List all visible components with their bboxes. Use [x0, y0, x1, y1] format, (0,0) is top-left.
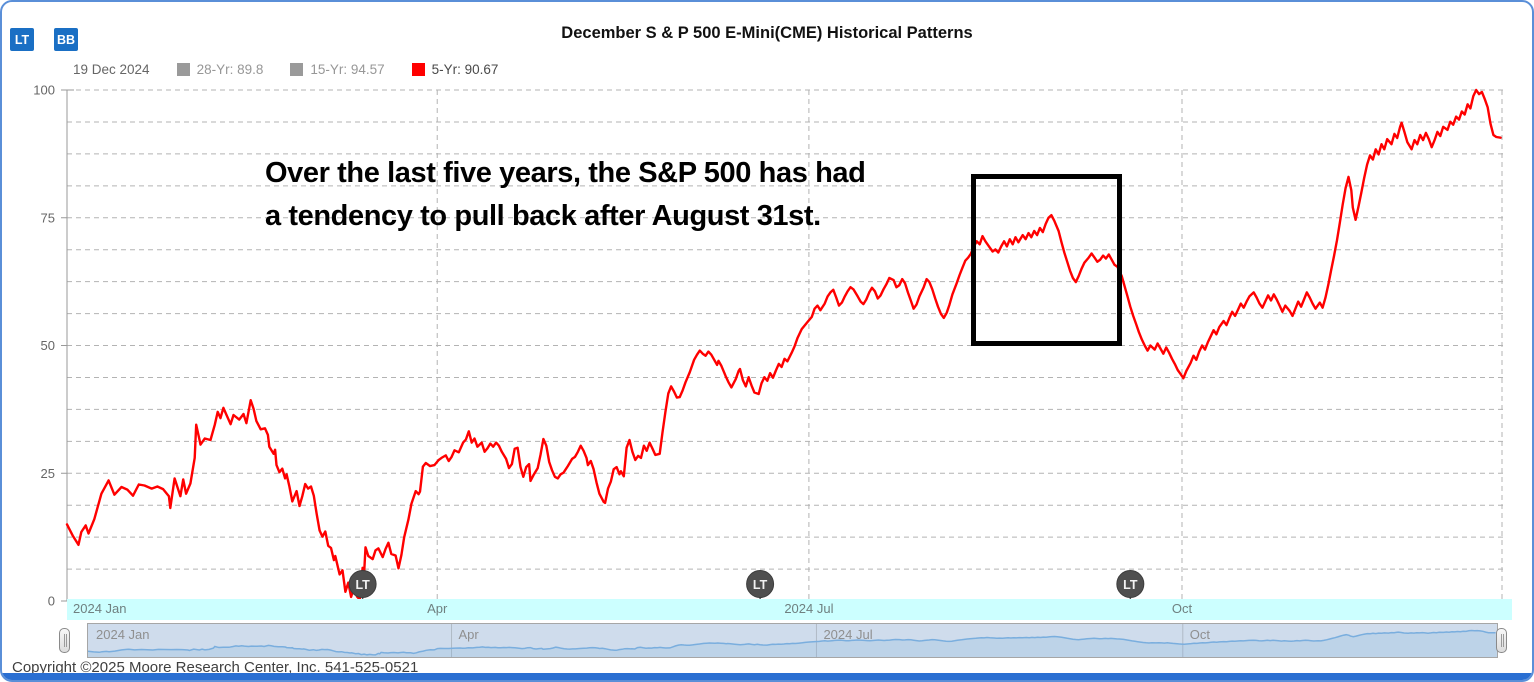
svg-text:100: 100 [33, 83, 55, 98]
svg-text:75: 75 [41, 210, 55, 225]
legend: 19 Dec 2024 28-Yr: 89.8 15-Yr: 94.57 5-Y… [73, 62, 498, 77]
legend-label-28yr: 28-Yr: 89.8 [196, 62, 264, 77]
legend-item-5yr[interactable]: 5-Yr: 90.67 [411, 62, 499, 77]
annotation-text: Over the last five years, the S&P 500 ha… [265, 152, 866, 238]
legend-swatch-15yr [290, 63, 304, 76]
svg-text:LT: LT [1123, 578, 1138, 592]
legend-swatch-5yr [411, 63, 425, 76]
x-axis-label: 2024 Jul [784, 601, 834, 616]
svg-text:0: 0 [48, 594, 55, 609]
navigator-right-handle[interactable] [1496, 628, 1507, 653]
svg-text:LT: LT [753, 578, 768, 592]
svg-text:25: 25 [41, 466, 55, 481]
chart-title: December S & P 500 E-Mini(CME) Historica… [561, 24, 973, 42]
bb-toggle-button[interactable]: BB [54, 28, 78, 51]
annotation-line-1: Over the last five years, the S&P 500 ha… [265, 157, 866, 189]
svg-text:50: 50 [41, 338, 55, 353]
legend-label-5yr: 5-Yr: 90.67 [431, 62, 499, 77]
legend-swatch-28yr [176, 63, 190, 76]
legend-label-15yr: 15-Yr: 94.57 [310, 62, 385, 77]
x-axis-label: Apr [427, 601, 448, 616]
x-axis-label: 2024 Jan [73, 601, 127, 616]
x-axis-band: 2024 Jan Apr 2024 Jul Oct [67, 599, 1512, 620]
copyright-text: Copyright ©2025 Moore Research Center, I… [12, 659, 419, 676]
svg-text:LT: LT [355, 578, 370, 592]
navigator-mini-chart [88, 624, 1497, 657]
legend-item-28yr[interactable]: 28-Yr: 89.8 [176, 62, 264, 77]
navigator-label: 2024 Jan [96, 627, 150, 642]
window-bottom-bar [2, 673, 1532, 680]
navigator[interactable]: 2024 Jan Apr 2024 Jul Oct [87, 623, 1498, 658]
navigator-label: Oct [1189, 627, 1211, 642]
annotation-line-2: a tendency to pull back after August 31s… [265, 200, 821, 232]
navigator-label: Apr [458, 627, 479, 642]
lt-toggle-button[interactable]: LT [10, 28, 34, 51]
legend-item-15yr[interactable]: 15-Yr: 94.57 [290, 62, 385, 77]
highlight-box [971, 174, 1122, 346]
navigator-label: 2024 Jul [823, 627, 873, 642]
x-axis-label: Oct [1171, 601, 1193, 616]
legend-date: 19 Dec 2024 [73, 62, 150, 77]
navigator-left-handle[interactable] [59, 628, 70, 653]
